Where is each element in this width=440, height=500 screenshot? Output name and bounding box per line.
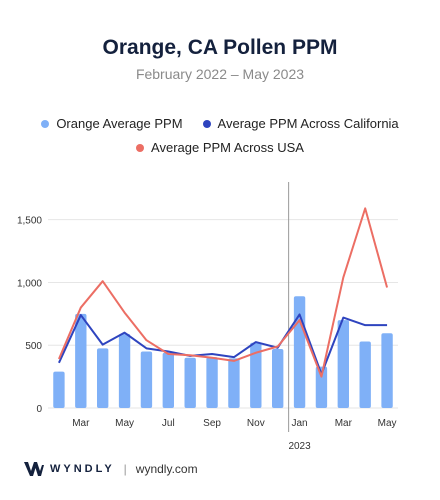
legend-row-1: Orange Average PPM Average PPM Across Ca… (0, 116, 440, 131)
series-line-1 (58, 207, 389, 378)
x-tick-label: Mar (72, 418, 90, 429)
bar (337, 320, 349, 408)
y-tick-label: 0 (36, 404, 42, 415)
wyndly-logo-icon (24, 462, 44, 476)
x-tick-label: Jan (292, 418, 308, 429)
footer-separator: | (123, 462, 127, 476)
legend-swatch-california (202, 119, 211, 128)
legend-swatch-usa (136, 143, 145, 152)
y-tick-label: 1,000 (17, 278, 42, 289)
y-tick-label: 500 (25, 341, 42, 352)
bar (184, 357, 196, 408)
year-label: 2023 (288, 441, 311, 452)
series-line-0 (58, 313, 388, 376)
legend-label-orange: Orange Average PPM (56, 116, 183, 131)
bar (206, 357, 218, 408)
bar (250, 342, 262, 408)
legend-item-usa: Average PPM Across USA (136, 140, 304, 155)
x-tick-label: Jul (162, 418, 175, 429)
legend-label-usa: Average PPM Across USA (151, 140, 304, 155)
bar (381, 333, 393, 408)
bar (53, 371, 65, 408)
legend-swatch-orange (41, 119, 50, 128)
legend-label-california: Average PPM Across California (217, 116, 399, 131)
y-tick-label: 1,500 (17, 216, 42, 227)
x-tick-label: Nov (247, 418, 265, 429)
footer: WYNDLY | wyndly.com (24, 462, 198, 476)
chart-subtitle: February 2022 – May 2023 (135, 66, 305, 82)
footer-site-link[interactable]: wyndly.com (135, 462, 198, 476)
bar (359, 341, 371, 408)
x-tick-label: May (378, 418, 397, 429)
bar (97, 348, 109, 408)
bar (162, 352, 174, 408)
x-tick-label: Mar (335, 418, 353, 429)
chart-title: Orange, CA Pollen PPM (102, 36, 338, 59)
bar (272, 348, 284, 408)
x-tick-label: Sep (203, 418, 221, 429)
bar (315, 366, 328, 408)
bar (75, 313, 87, 408)
wyndly-logo: WYNDLY (24, 462, 115, 476)
bar (118, 333, 131, 408)
legend-item-orange: Orange Average PPM (41, 116, 183, 131)
bar (140, 351, 153, 408)
legend-item-california: Average PPM Across California (202, 116, 399, 131)
bar (293, 296, 306, 408)
x-tick-label: May (115, 418, 134, 429)
legend-row-2: Average PPM Across USA (0, 140, 440, 155)
wyndly-wordmark: WYNDLY (50, 463, 115, 475)
bar (228, 358, 240, 408)
